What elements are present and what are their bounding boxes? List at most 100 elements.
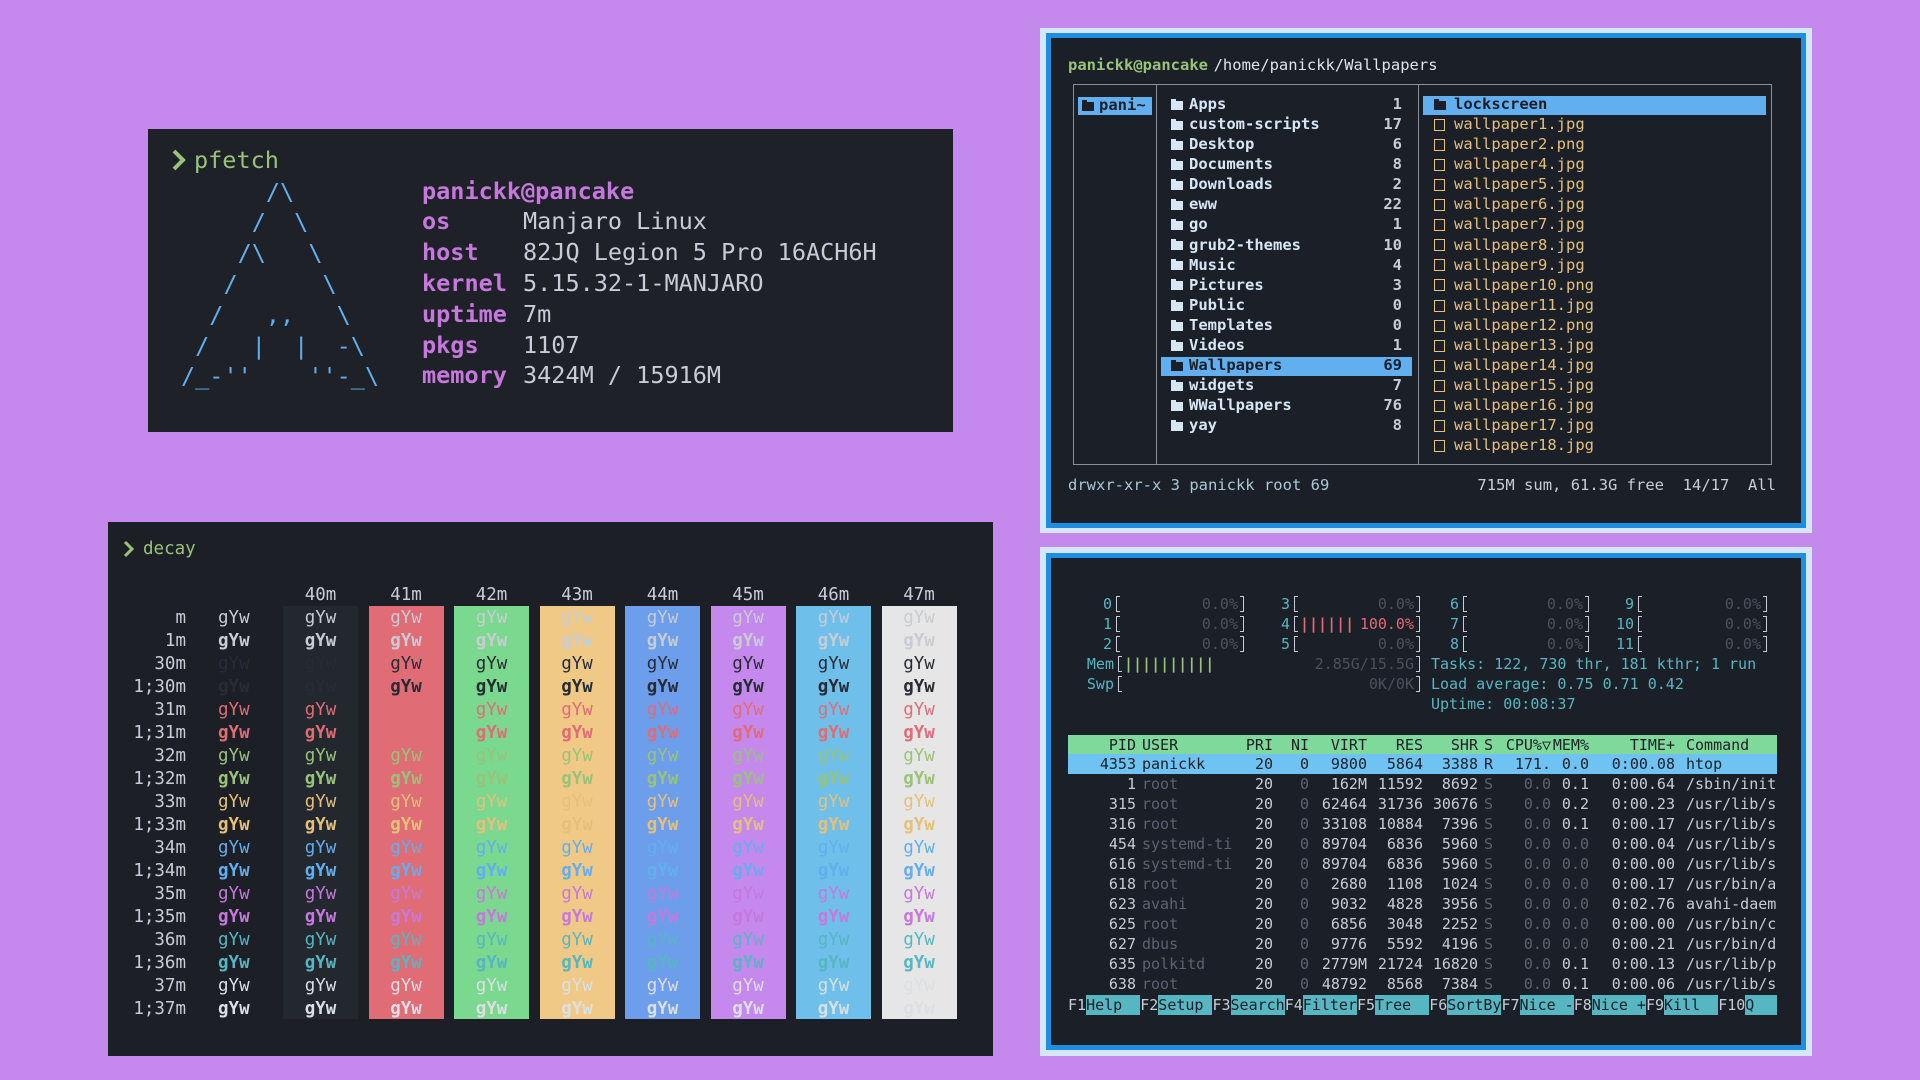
column-header: NI (1290, 735, 1309, 754)
sample-cell: gYw (475, 814, 508, 835)
function-key[interactable]: F8 (1573, 996, 1592, 1014)
process-cell: 0.0 (1523, 954, 1551, 973)
process-cell: 20 (1254, 894, 1273, 913)
process-cell: 20 (1254, 854, 1273, 873)
folder-icon (1171, 381, 1183, 391)
cpu-id: 11 (1615, 634, 1634, 653)
process-cell: 20 (1254, 974, 1273, 993)
sample-cell: gYw (475, 929, 508, 950)
sample-cell: gYw (817, 630, 850, 651)
cpu-id: 9 (1624, 594, 1634, 613)
logo-line: /\ (181, 177, 295, 206)
dir-name: eww (1189, 195, 1217, 214)
meter-label: Swp (1086, 674, 1114, 693)
function-label[interactable]: Nice - (1519, 995, 1574, 1015)
function-key[interactable]: F10 (1718, 996, 1746, 1014)
function-label[interactable]: Filter (1302, 995, 1357, 1015)
process-cell: 2779M (1321, 954, 1367, 973)
file-icon (1434, 179, 1445, 192)
process-cell: 0:00.23 (1611, 794, 1675, 813)
cpu-value: 0.0% (1724, 614, 1761, 633)
row-label: 1;31m (133, 722, 186, 743)
process-cell: avahi (1142, 894, 1188, 913)
file-name: wallpaper2.png (1454, 135, 1585, 154)
function-label[interactable]: Help (1086, 995, 1141, 1015)
function-key[interactable]: F2 (1140, 996, 1159, 1014)
function-key[interactable]: F5 (1356, 996, 1376, 1014)
process-cell: 0 (1299, 934, 1309, 953)
file-icon (1434, 319, 1445, 332)
folder-icon (1171, 201, 1183, 211)
logo-line: / ,, \ (181, 300, 351, 329)
process-cell: dbus (1142, 934, 1179, 953)
sample-cell: gYw (475, 768, 508, 789)
meter-label: Mem (1086, 654, 1114, 673)
function-key[interactable]: F1 (1068, 996, 1087, 1014)
folder-icon-tab (1171, 119, 1176, 123)
process-cell: /usr/lib/s (1686, 814, 1777, 833)
sample-cell: gYw (304, 676, 337, 697)
function-label[interactable]: Q (1745, 995, 1777, 1015)
dir-count: 1 (1392, 215, 1402, 234)
cpu-id: 0 (1102, 594, 1112, 613)
folder-icon-tab (1171, 319, 1176, 323)
sample-cell: gYw (561, 998, 593, 1019)
sample-cell: gYw (218, 975, 250, 996)
row-label: 30m (154, 653, 186, 674)
meter-bracket (1463, 596, 1467, 612)
sample-cell: gYw (561, 814, 593, 835)
process-cell: S (1484, 894, 1494, 913)
sample-cell: gYw (561, 906, 593, 927)
sample-cell: gYw (646, 745, 679, 766)
function-label[interactable]: Setup (1158, 995, 1213, 1015)
meter-bracket (1240, 636, 1244, 652)
process-cell: 0.0 (1523, 854, 1551, 873)
sample-cell: gYw (903, 837, 935, 858)
function-label[interactable]: Kill (1664, 995, 1719, 1015)
sample-cell: gYw (390, 791, 422, 812)
sample-cell: gYw (646, 906, 679, 927)
dir-count: 7 (1392, 375, 1402, 394)
sample-cell: gYw (390, 837, 422, 858)
folder-icon-tab (1171, 279, 1176, 283)
function-key[interactable]: F9 (1645, 996, 1665, 1014)
sample-cell: gYw (390, 975, 422, 996)
meter-bracket (1294, 596, 1298, 612)
function-label[interactable]: Nice + (1591, 995, 1646, 1015)
file-name: wallpaper17.jpg (1454, 415, 1594, 434)
row-label: 31m (154, 699, 186, 720)
process-cell: 0:02.76 (1611, 894, 1675, 913)
folder-icon (1171, 301, 1183, 311)
file-icon (1434, 219, 1445, 232)
function-key[interactable]: F7 (1501, 996, 1520, 1014)
sample-cell: gYw (561, 860, 593, 881)
function-label[interactable]: Search (1230, 995, 1285, 1015)
function-key[interactable]: F6 (1429, 996, 1448, 1014)
column-header: 43m (561, 584, 593, 605)
sample-cell: gYw (732, 630, 764, 651)
sample-cell: gYw (218, 676, 250, 697)
function-key[interactable]: F3 (1212, 996, 1231, 1014)
function-label[interactable]: SortBy (1447, 995, 1502, 1015)
sample-cell: gYw (903, 630, 935, 651)
color-column (625, 606, 700, 1019)
dir-count: 69 (1383, 355, 1402, 374)
process-cell: 0.0 (1523, 794, 1551, 813)
process-cell: root (1142, 794, 1179, 813)
logo-line: / \ (181, 208, 309, 237)
process-cell: 0.2 (1561, 794, 1589, 813)
process-cell: 33108 (1321, 814, 1367, 833)
dir-name: custom-scripts (1189, 115, 1320, 134)
sample-cell: gYw (732, 952, 764, 973)
dir-name: Music (1189, 255, 1236, 274)
function-label[interactable]: Tree (1375, 995, 1430, 1015)
sample-cell: gYw (903, 699, 935, 720)
sample-cell: gYw (390, 630, 422, 651)
sample-cell: gYw (817, 768, 850, 789)
sample-cell: gYw (304, 952, 337, 973)
process-cell: 0.1 (1561, 814, 1589, 833)
process-cell: S (1484, 774, 1494, 793)
process-cell: systemd-ti (1142, 834, 1233, 853)
function-key[interactable]: F4 (1284, 996, 1303, 1014)
folder-icon-tab (1171, 399, 1176, 403)
